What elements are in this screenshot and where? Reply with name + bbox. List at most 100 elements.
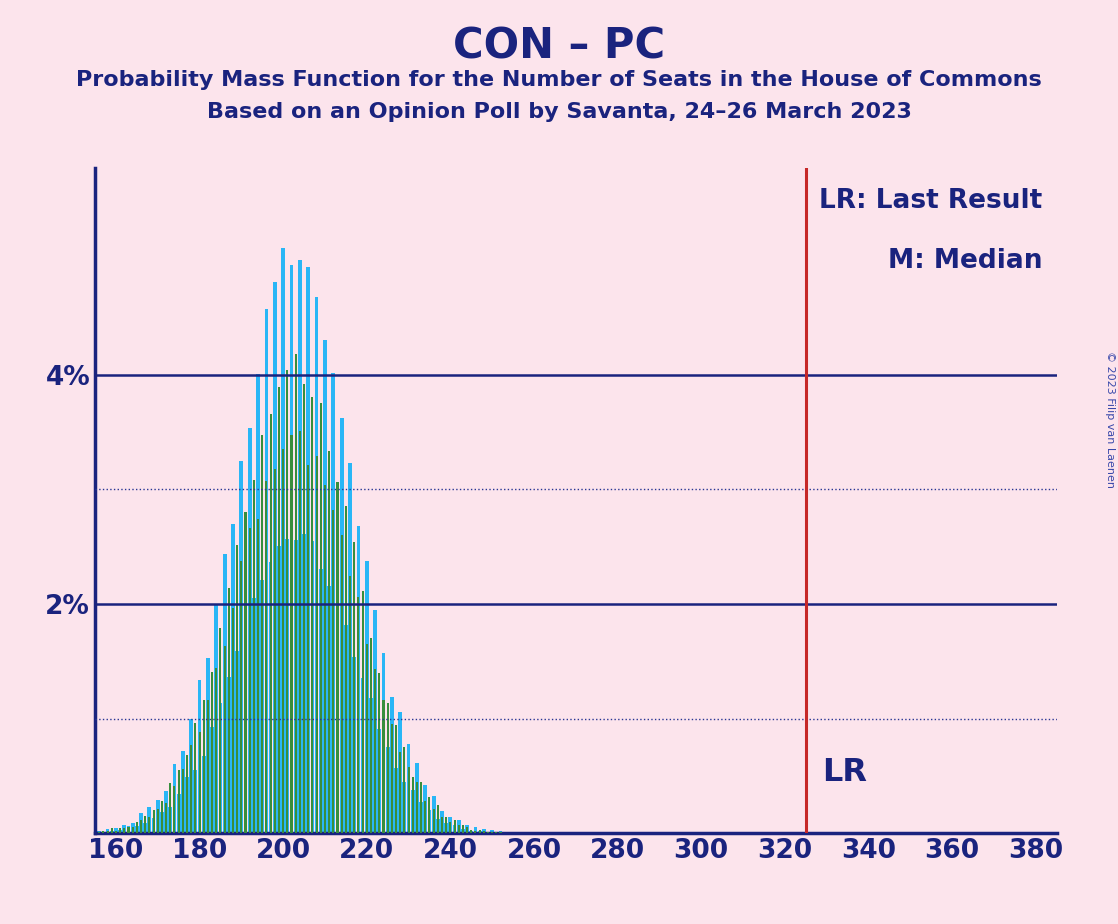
- Bar: [390, 697, 394, 833]
- Bar: [364, 561, 369, 833]
- Bar: [428, 797, 430, 833]
- Bar: [252, 598, 256, 833]
- Bar: [387, 703, 389, 833]
- Bar: [278, 386, 280, 833]
- Bar: [358, 597, 359, 833]
- Bar: [332, 510, 334, 833]
- Bar: [110, 831, 114, 833]
- Bar: [135, 826, 139, 833]
- Bar: [408, 767, 409, 833]
- Bar: [314, 297, 319, 833]
- Bar: [169, 807, 172, 833]
- Bar: [126, 826, 131, 833]
- Bar: [198, 680, 201, 833]
- Bar: [399, 751, 401, 833]
- Bar: [357, 526, 360, 833]
- Bar: [398, 711, 402, 833]
- Bar: [132, 827, 134, 833]
- Bar: [341, 535, 343, 833]
- Bar: [245, 512, 247, 833]
- Bar: [303, 384, 305, 833]
- Bar: [231, 608, 234, 833]
- Bar: [440, 817, 443, 833]
- Bar: [265, 481, 267, 833]
- Bar: [404, 747, 406, 833]
- Bar: [152, 818, 155, 833]
- Bar: [186, 777, 189, 833]
- Bar: [273, 282, 276, 833]
- Bar: [127, 827, 130, 833]
- Bar: [402, 782, 406, 833]
- Bar: [199, 732, 200, 833]
- Bar: [103, 832, 104, 833]
- Bar: [344, 625, 348, 833]
- Bar: [218, 703, 222, 833]
- Bar: [382, 700, 385, 833]
- Bar: [386, 747, 389, 833]
- Bar: [135, 821, 138, 833]
- Bar: [286, 370, 288, 833]
- Bar: [172, 763, 177, 833]
- Bar: [369, 698, 372, 833]
- Bar: [248, 529, 250, 833]
- Bar: [420, 783, 423, 833]
- Bar: [415, 762, 419, 833]
- Bar: [285, 540, 290, 833]
- Bar: [395, 724, 397, 833]
- Bar: [348, 463, 352, 833]
- Bar: [148, 808, 151, 833]
- Bar: [257, 519, 259, 833]
- Bar: [391, 724, 392, 833]
- Bar: [462, 825, 464, 833]
- Bar: [224, 646, 226, 833]
- Bar: [491, 830, 494, 833]
- Bar: [111, 828, 113, 833]
- Bar: [344, 506, 347, 833]
- Bar: [236, 545, 238, 833]
- Bar: [436, 819, 439, 833]
- Bar: [419, 802, 423, 833]
- Bar: [361, 590, 363, 833]
- Bar: [328, 586, 331, 833]
- Bar: [178, 771, 180, 833]
- Bar: [157, 809, 159, 833]
- Bar: [253, 480, 255, 833]
- Bar: [186, 755, 188, 833]
- Bar: [340, 418, 343, 833]
- Bar: [268, 562, 273, 833]
- Bar: [122, 825, 126, 833]
- Bar: [277, 546, 281, 833]
- Bar: [375, 669, 376, 833]
- Bar: [337, 481, 339, 833]
- Text: LR: Last Result: LR: Last Result: [818, 188, 1042, 214]
- Bar: [323, 340, 326, 833]
- Bar: [291, 434, 293, 833]
- Bar: [143, 823, 148, 833]
- Bar: [235, 650, 239, 833]
- Bar: [312, 396, 313, 833]
- Bar: [193, 771, 197, 833]
- Bar: [290, 264, 293, 833]
- Bar: [269, 414, 272, 833]
- Bar: [416, 783, 418, 833]
- Bar: [206, 658, 210, 833]
- Bar: [324, 485, 326, 833]
- Bar: [499, 832, 502, 833]
- Bar: [106, 829, 110, 833]
- Bar: [366, 644, 368, 833]
- Bar: [140, 821, 142, 833]
- Bar: [149, 817, 151, 833]
- Bar: [165, 803, 167, 833]
- Text: CON – PC: CON – PC: [453, 26, 665, 67]
- Bar: [202, 756, 206, 833]
- Bar: [295, 355, 296, 833]
- Bar: [222, 554, 227, 833]
- Bar: [231, 524, 235, 833]
- Bar: [97, 831, 101, 833]
- Text: LR: LR: [823, 757, 868, 787]
- Bar: [302, 533, 306, 833]
- Bar: [352, 658, 357, 833]
- Bar: [335, 598, 340, 833]
- Bar: [432, 796, 436, 833]
- Bar: [227, 676, 230, 833]
